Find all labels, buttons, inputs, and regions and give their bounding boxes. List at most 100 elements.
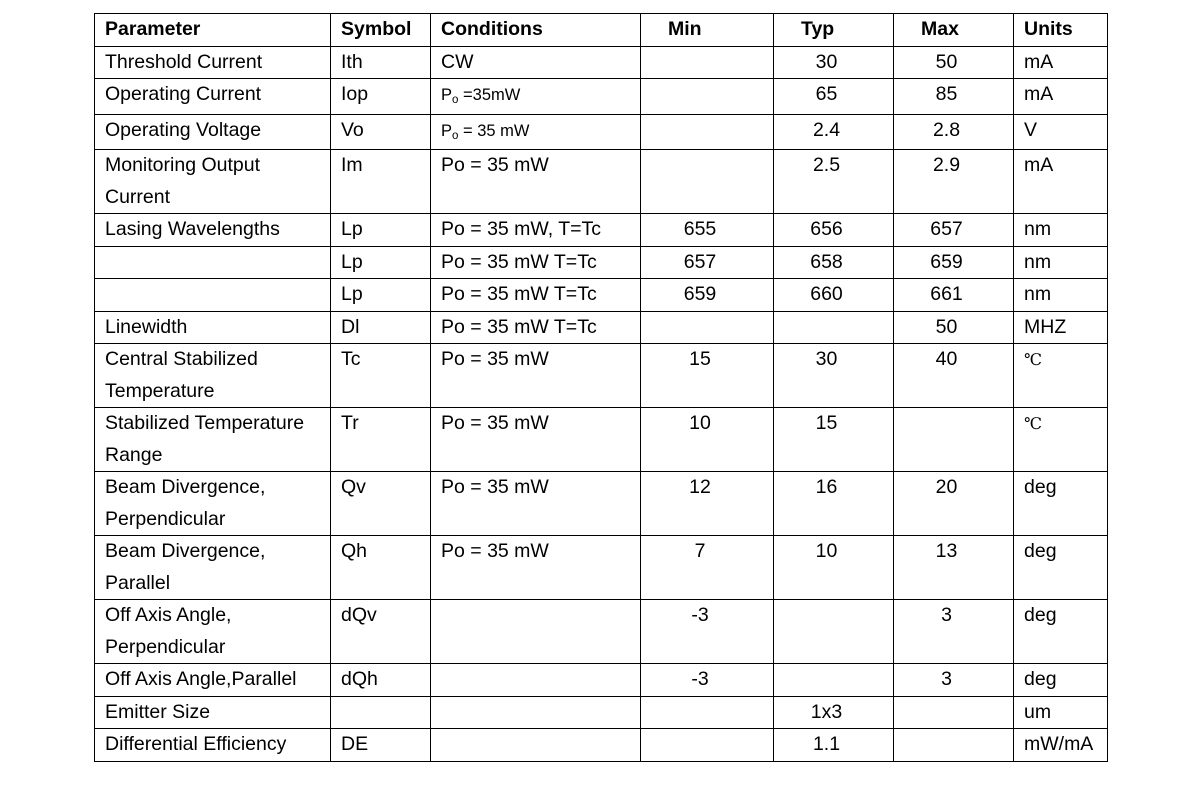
cell-units: ℃: [1013, 343, 1108, 408]
cell-max: 50: [893, 45, 1014, 79]
cell-typ-value: 16: [815, 476, 838, 498]
cell-conditions: Po = 35 mW: [430, 535, 641, 600]
cell-min-value: 655: [683, 218, 717, 240]
cell-max-value: 2.8: [932, 118, 961, 141]
cell-units-value: deg: [1024, 476, 1057, 498]
cell-typ-value: 30: [815, 50, 838, 73]
table-row: Central Stabilized Temperature Tc Po = 35 …: [94, 343, 1108, 408]
cell-min-value: [641, 697, 773, 728]
cell-typ-value: 660: [810, 283, 843, 305]
column-header-min: Min: [640, 13, 774, 47]
cell-parameter: Central Stabilized Temperature: [94, 343, 331, 408]
table-header: Parameter Symbol Conditions Min Typ Max …: [94, 13, 1108, 47]
cell-parameter-value: Beam Divergence, Parallel: [105, 540, 266, 594]
cell-symbol: dQv: [330, 599, 431, 664]
cell-parameter-value: Operating Current: [105, 83, 262, 105]
table-row: Off Axis Angle,Parallel dQh -3 3 deg: [94, 663, 1108, 697]
cell-max-value: 50: [935, 50, 958, 73]
cell-units-value: V: [1024, 118, 1038, 141]
cell-conditions: [430, 728, 641, 762]
cell-typ: 656: [773, 213, 894, 247]
cell-min: [640, 310, 774, 344]
cell-parameter: Emitter Size: [94, 695, 331, 729]
cell-units-value: mA: [1024, 154, 1054, 176]
cell-units-value: mA: [1024, 50, 1054, 73]
cell-typ: 2.4: [773, 113, 894, 150]
cell-units-value: deg: [1024, 604, 1057, 626]
cell-units-value: um: [1024, 700, 1052, 723]
cell-units: mA: [1013, 78, 1108, 115]
cell-symbol: Lp: [330, 213, 431, 247]
cell-parameter-value: [95, 247, 330, 278]
cell-min: 15: [640, 343, 774, 408]
cell-parameter-value: Emitter Size: [105, 700, 211, 723]
cell-conditions: Po = 35 mW: [430, 343, 641, 408]
cell-max: 659: [893, 245, 1014, 279]
cell-conditions-value: Po = 35 mW: [441, 476, 549, 498]
cell-units: deg: [1013, 599, 1108, 664]
cell-parameter: Off Axis Angle, Perpendicular: [94, 599, 331, 664]
cell-symbol-value: Ith: [341, 50, 363, 73]
cell-min: [640, 728, 774, 762]
cell-units: MHZ: [1013, 310, 1108, 344]
cell-min: [640, 78, 774, 115]
cell-max-value: [894, 408, 1013, 471]
cell-units-value: nm: [1024, 283, 1052, 305]
cell-parameter: Linewidth: [94, 310, 331, 344]
cell-typ-value: [774, 664, 893, 695]
cell-parameter: Differential Efficiency: [94, 728, 331, 762]
cell-typ: 658: [773, 245, 894, 279]
cell-symbol-value: dQv: [341, 604, 377, 626]
cell-max-value: 50: [935, 315, 958, 338]
cell-max: 657: [893, 213, 1014, 247]
column-header-conditions: Conditions: [430, 13, 641, 47]
cell-typ: 15: [773, 407, 894, 472]
cell-symbol-value: dQh: [341, 668, 378, 690]
cell-typ-value: 30: [815, 348, 838, 370]
cell-units-value: mA: [1024, 83, 1054, 105]
cell-conditions-value: Po =35mW: [441, 86, 521, 106]
table-body: Threshold Current Ith CW 30 50 mA Operating Cu…: [94, 45, 1108, 762]
cell-units: mA: [1013, 45, 1108, 79]
cell-max-value: [894, 729, 1013, 760]
cell-max: 3: [893, 599, 1014, 664]
cell-parameter-value: Stabilized Temperature Range: [105, 412, 305, 466]
cell-parameter-value: [95, 279, 330, 310]
cell-symbol: Qh: [330, 535, 431, 600]
cell-conditions-value: Po = 35 mW T=Tc: [441, 315, 597, 338]
cell-parameter: Stabilized Temperature Range: [94, 407, 331, 472]
cell-min-value: [641, 79, 773, 110]
cell-conditions-value: Po = 35 mW: [441, 121, 530, 142]
table-row: Lp Po = 35 mW T=Tc 659 660 661 nm: [94, 278, 1108, 312]
cell-max: [893, 695, 1014, 729]
cell-parameter: Beam Divergence, Parallel: [94, 535, 331, 600]
cell-min: 7: [640, 535, 774, 600]
cell-conditions: [430, 695, 641, 729]
table-row: Lasing Wavelengths Lp Po = 35 mW, T=Tc 655 6…: [94, 213, 1108, 247]
cell-min-value: -3: [691, 668, 709, 690]
cell-parameter-value: Operating Voltage: [105, 118, 262, 141]
cell-symbol: [330, 695, 431, 729]
cell-units: deg: [1013, 663, 1108, 697]
column-header-max-label: Max: [921, 18, 959, 40]
cell-max: 2.9: [893, 149, 1014, 214]
laser-specification-table: Parameter Symbol Conditions Min Typ Max …: [94, 13, 1108, 762]
cell-max: 40: [893, 343, 1014, 408]
cell-typ-value: 2.5: [812, 154, 841, 176]
cell-conditions-value: Po = 35 mW: [441, 154, 549, 176]
cell-symbol-value: Lp: [341, 283, 363, 305]
cell-symbol: Qv: [330, 471, 431, 536]
cell-min-value: 10: [689, 412, 711, 434]
column-header-min-label: Min: [668, 18, 702, 40]
cell-max: 3: [893, 663, 1014, 697]
column-header-max: Max: [893, 13, 1014, 47]
cell-parameter: Lasing Wavelengths: [94, 213, 331, 247]
cell-symbol: Tr: [330, 407, 431, 472]
cell-min-value: [641, 47, 773, 78]
cell-min: -3: [640, 663, 774, 697]
cell-parameter-value: Threshold Current: [105, 50, 263, 73]
table-row: Linewidth Dl Po = 35 mW T=Tc 50 MHZ: [94, 310, 1108, 344]
cell-min-value: 12: [689, 476, 711, 498]
cell-parameter-value: Linewidth: [105, 315, 188, 338]
cell-max: 85: [893, 78, 1014, 115]
